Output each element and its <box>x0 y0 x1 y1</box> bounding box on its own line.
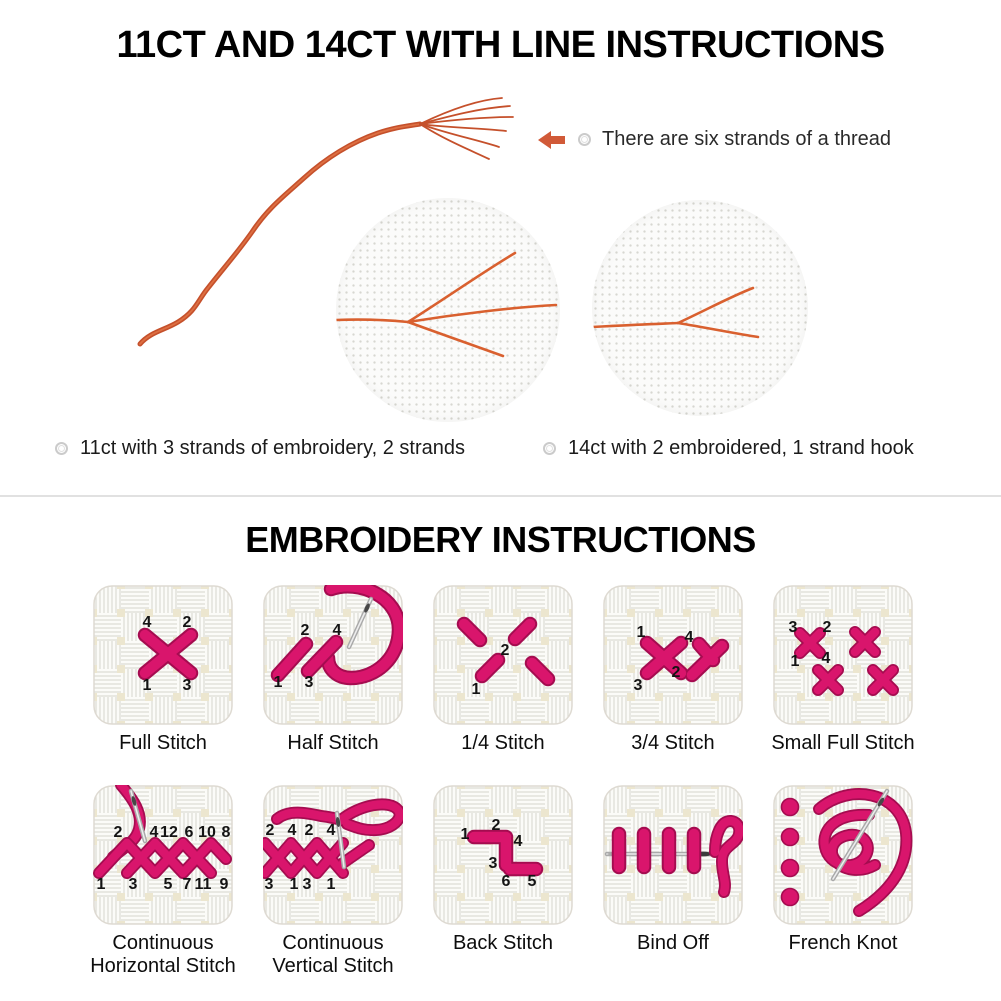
stitch-number: 3 <box>789 619 798 636</box>
stitch-number: 3 <box>303 876 312 893</box>
stitch-label: Bind Off <box>637 932 709 954</box>
stitch-number: 4 <box>143 614 152 631</box>
stitch-number: 11 <box>195 876 212 893</box>
stitch-cell-continuous-horizontal: 2 4 12 6 10 8 1 3 5 7 11 9 Continuous Hor… <box>78 785 248 978</box>
tile-half-stitch: 2 4 1 3 <box>263 585 403 725</box>
ring-bullet-icon <box>543 442 556 455</box>
stitch-number: 2 <box>305 822 314 839</box>
stitch-number: 4 <box>333 622 342 639</box>
fabric-circle-11ct <box>336 198 560 422</box>
stitch-number: 5 <box>528 873 537 890</box>
stitch-cell-french-knot: French Knot <box>758 785 928 978</box>
tile-quarter-stitch: 2 1 <box>433 585 573 725</box>
stitch-label: Continuous Vertical Stitch <box>272 932 394 977</box>
stitch-number: 1 <box>290 876 299 893</box>
stitch-number: 2 <box>266 822 275 839</box>
thread-frayed-strands <box>419 97 514 160</box>
stitch-cell-continuous-vertical: 2 4 2 4 3 1 3 1 Continuous Vertical Stitc… <box>248 785 418 978</box>
knot-dots-graphic <box>780 797 800 907</box>
fabric-circle-14ct <box>592 200 808 416</box>
tile-three-quarter-stitch: 1 4 2 3 <box>603 585 743 725</box>
stitch-label: Half Stitch <box>287 732 379 754</box>
stitch-number: 7 <box>183 876 192 893</box>
stitch-number: 1 <box>461 826 470 843</box>
stitch-label: Full Stitch <box>119 732 207 754</box>
stitch-number: 4 <box>514 833 523 850</box>
strand-split-3-illustration <box>336 251 558 358</box>
stitch-number: 3 <box>305 674 314 691</box>
stitch-number: 9 <box>220 876 229 893</box>
ring-bullet-icon <box>55 442 68 455</box>
caption-14ct-text: 14ct with 2 embroidered, 1 strand hook <box>568 437 914 459</box>
ring-bullet-icon <box>578 133 591 146</box>
stitch-label: 3/4 Stitch <box>631 732 715 754</box>
strand-split-2-illustration <box>592 286 760 339</box>
page-title: 11CT AND 14CT WITH LINE INSTRUCTIONS <box>116 24 885 66</box>
caption-14ct: 14ct with 2 embroidered, 1 strand hook <box>543 437 914 460</box>
tile-continuous-vertical-stitch: 2 4 2 4 3 1 3 1 <box>263 785 403 925</box>
thread-note-row: There are six strands of a thread <box>536 128 891 151</box>
stitch-label: French Knot <box>788 932 898 954</box>
caption-11ct: 11ct with 3 strands of embroidery, 2 str… <box>55 437 465 460</box>
tile-bind-off <box>603 785 743 925</box>
stitch-number: 1 <box>143 677 152 694</box>
stitch-number: 1 <box>274 674 283 691</box>
stitch-number: 2 <box>114 824 123 841</box>
section-divider <box>0 495 1001 497</box>
stitch-row-2: 2 4 12 6 10 8 1 3 5 7 11 9 Continuous Hor… <box>78 785 928 978</box>
stitch-number: 3 <box>489 855 498 872</box>
stitch-number: 5 <box>164 876 173 893</box>
stitch-number: 2 <box>183 614 192 631</box>
stitch-number: 1 <box>472 681 481 698</box>
stitch-number: 3 <box>634 677 643 694</box>
stitch-number: 2 <box>823 619 832 636</box>
stitch-cell-back-stitch: 1 2 4 3 6 5 Back Stitch <box>418 785 588 978</box>
stitch-number: 3 <box>129 876 138 893</box>
stitch-number: 1 <box>637 624 646 641</box>
stitch-label: Continuous Horizontal Stitch <box>90 932 236 977</box>
stitch-number: 6 <box>185 824 194 841</box>
stitch-number: 3 <box>183 677 192 694</box>
tile-full-stitch: 4 2 1 3 <box>93 585 233 725</box>
stitch-number: 1 <box>327 876 336 893</box>
stitch-number: 3 <box>265 876 274 893</box>
stitch-number: 4 <box>327 822 336 839</box>
stitch-number: 2 <box>672 664 681 681</box>
stitch-label: Back Stitch <box>452 932 554 954</box>
caption-11ct-text: 11ct with 3 strands of embroidery, 2 str… <box>80 437 465 459</box>
stitch-number: 10 <box>198 824 216 841</box>
stitch-cell-bind-off: Bind Off <box>588 785 758 978</box>
stitch-cell-three-quarter-stitch: 1 4 2 3 3/4 Stitch <box>588 585 758 755</box>
stitch-row-1: 4 2 1 3 Full Stitch 2 4 1 <box>78 585 928 755</box>
stitch-number: 4 <box>150 824 159 841</box>
stitch-cell-small-full-stitch: 3 2 1 4 Small Full Stitch <box>758 585 928 755</box>
stitch-number: 4 <box>685 629 694 646</box>
stitch-number: 12 <box>160 824 178 841</box>
stitch-cell-half-stitch: 2 4 1 3 Half Stitch <box>248 585 418 755</box>
stitch-cell-quarter-stitch: 2 1 1/4 Stitch <box>418 585 588 755</box>
stitch-number: 2 <box>301 622 310 639</box>
stitch-number: 2 <box>492 817 501 834</box>
stitch-number: 1 <box>97 876 106 893</box>
tile-french-knot <box>773 785 913 925</box>
tile-small-full-stitch: 3 2 1 4 <box>773 585 913 725</box>
thread-note: There are six strands of a thread <box>602 128 892 150</box>
tile-back-stitch: 1 2 4 3 6 5 <box>433 785 573 925</box>
stitch-number: 6 <box>502 873 511 890</box>
arrow-left-icon <box>538 130 565 149</box>
stitch-number: 4 <box>288 822 297 839</box>
stitch-number: 4 <box>822 650 831 667</box>
stitch-number: 1 <box>791 653 800 670</box>
tile-continuous-horizontal-stitch: 2 4 12 6 10 8 1 3 5 7 11 9 <box>93 785 233 925</box>
stitch-cell-full-stitch: 4 2 1 3 Full Stitch <box>78 585 248 755</box>
stitch-label: 1/4 Stitch <box>461 732 545 754</box>
stitch-number: 8 <box>222 824 231 841</box>
stitch-label: Small Full Stitch <box>771 732 915 754</box>
stitch-number: 2 <box>501 642 510 659</box>
section-title: EMBROIDERY INSTRUCTIONS <box>245 519 756 560</box>
